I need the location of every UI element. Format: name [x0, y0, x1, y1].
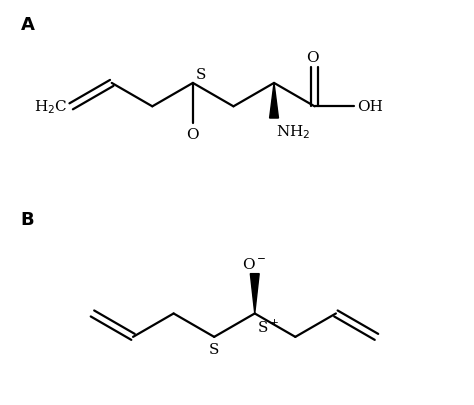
Text: S$^+$: S$^+$ — [257, 318, 279, 335]
Text: H$_2$C: H$_2$C — [34, 98, 67, 116]
Text: O$^-$: O$^-$ — [243, 256, 267, 271]
Polygon shape — [270, 84, 278, 119]
Text: O: O — [187, 127, 199, 141]
Text: B: B — [20, 210, 34, 228]
Polygon shape — [250, 274, 259, 314]
Text: A: A — [20, 16, 35, 34]
Text: OH: OH — [357, 100, 383, 114]
Text: O: O — [306, 50, 319, 64]
Text: S: S — [209, 342, 219, 356]
Text: S: S — [195, 68, 206, 82]
Text: NH$_2$: NH$_2$ — [276, 123, 311, 141]
